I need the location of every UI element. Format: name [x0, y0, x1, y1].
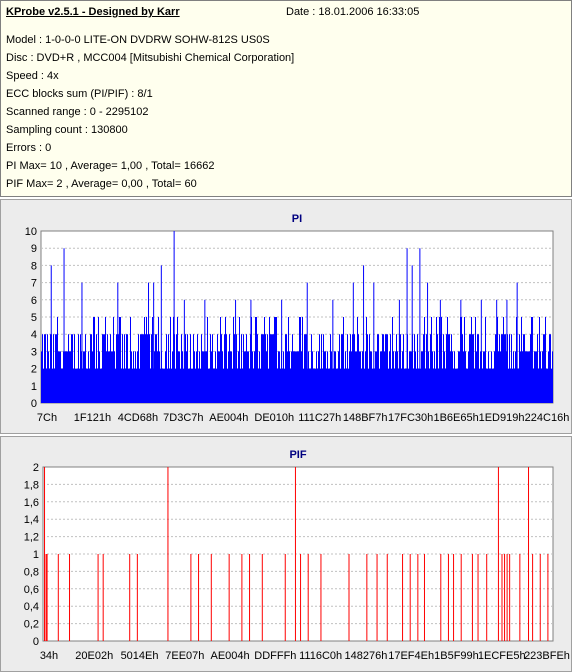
- info-panel: KProbe v2.5.1 - Designed by Karr Date : …: [0, 0, 572, 197]
- x-tick-label: DDFFFh: [254, 650, 296, 662]
- y-tick-label: 1,8: [24, 479, 39, 491]
- y-tick-label: 0: [33, 636, 39, 648]
- info-model: Model : 1-0-0-0 LITE-ON DVDRW SOHW-812S …: [6, 34, 270, 46]
- y-tick-label: 5: [31, 312, 37, 324]
- scan-date: Date : 18.01.2006 16:33:05: [286, 6, 420, 18]
- x-tick-label: 1ED919h: [479, 412, 525, 424]
- x-tick-label: 1B6E65h: [433, 412, 478, 424]
- y-tick-label: 3: [31, 346, 37, 358]
- info-disc: Disc : DVD+R , MCC004 [Mitsubishi Chemic…: [6, 52, 295, 64]
- info-speed: Speed : 4x: [6, 70, 59, 82]
- x-tick-label: 34h: [40, 650, 58, 662]
- x-tick-label: 1ECFE5h: [478, 650, 526, 662]
- x-tick-label: 1116C0h: [299, 650, 342, 662]
- y-tick-label: 0,8: [24, 566, 39, 578]
- x-tick-label: 1B5F99h: [434, 650, 479, 662]
- x-tick-label: 17EF4Eh: [388, 650, 434, 662]
- info-pif-stats: PIF Max= 2 , Average= 0,00 , Total= 60: [6, 178, 197, 190]
- x-tick-label: 4CD68h: [118, 412, 158, 424]
- info-sampling-count: Sampling count : 130800: [6, 124, 128, 136]
- pi-series: [41, 317, 553, 403]
- x-tick-label: DE010h: [254, 412, 294, 424]
- app-title: KProbe v2.5.1 - Designed by Karr: [6, 6, 180, 18]
- y-tick-label: 1: [33, 549, 39, 561]
- y-tick-label: 2: [33, 462, 39, 474]
- x-tick-label: 5014Eh: [121, 650, 159, 662]
- x-tick-label: AE004h: [211, 650, 250, 662]
- y-tick-label: 0: [31, 398, 37, 410]
- x-tick-label: AE004h: [209, 412, 248, 424]
- y-tick-label: 2: [31, 364, 37, 376]
- y-tick-label: 0,2: [24, 619, 39, 631]
- x-tick-label: 20E02h: [75, 650, 113, 662]
- x-tick-label: 111C27h: [298, 412, 341, 424]
- y-tick-label: 7: [31, 278, 37, 290]
- pif-chart-panel: PIF 0 0,2 0,4 0,6 0,8 1 1,2 1,4 1,6 1,8 2 34h 20E02h 5…: [0, 436, 572, 672]
- y-tick-label: 8: [31, 260, 37, 272]
- pi-chart: PI 0 1 2 3 4 5 6 7 8 9 10 7Ch 1F121h 4CD68h 7D3C7h AE004…: [25, 213, 570, 424]
- x-tick-label: 1F121h: [74, 412, 111, 424]
- y-tick-label: 0,6: [24, 584, 39, 596]
- info-errors: Errors : 0: [6, 142, 52, 154]
- chart-title: PIF: [289, 449, 306, 461]
- y-tick-label: 10: [25, 226, 37, 238]
- x-tick-label: 7Ch: [37, 412, 57, 424]
- x-tick-label: 7EE07h: [165, 650, 204, 662]
- y-tick-label: 6: [31, 295, 37, 307]
- x-tick-label: 224C16h: [525, 412, 570, 424]
- info-pi-stats: PI Max= 10 , Average= 1,00 , Total= 1666…: [6, 160, 215, 172]
- y-tick-label: 1,4: [24, 514, 39, 526]
- pif-chart: PIF 0 0,2 0,4 0,6 0,8 1 1,2 1,4 1,6 1,8 2 34h 20E02h 5…: [24, 449, 570, 662]
- chart-title: PI: [292, 213, 302, 225]
- x-tick-label: 223BFEh: [524, 650, 570, 662]
- y-tick-label: 1,6: [24, 497, 39, 509]
- x-tick-label: 7D3C7h: [163, 412, 203, 424]
- pi-chart-panel: PI 0 1 2 3 4 5 6 7 8 9 10 7Ch 1F121h 4CD68h 7D3C7h AE004…: [0, 199, 572, 434]
- y-tick-label: 1: [31, 381, 37, 393]
- x-tick-label: 148276h: [344, 650, 387, 662]
- y-tick-label: 0,4: [24, 601, 39, 613]
- y-tick-label: 4: [31, 329, 37, 341]
- x-tick-label: 17FC30h: [388, 412, 433, 424]
- y-tick-label: 1,2: [24, 532, 39, 544]
- info-ecc-blocks: ECC blocks sum (PI/PIF) : 8/1: [6, 88, 153, 100]
- info-scanned-range: Scanned range : 0 - 2295102: [6, 106, 149, 118]
- y-tick-label: 9: [31, 243, 37, 255]
- x-tick-label: 148BF7h: [343, 412, 388, 424]
